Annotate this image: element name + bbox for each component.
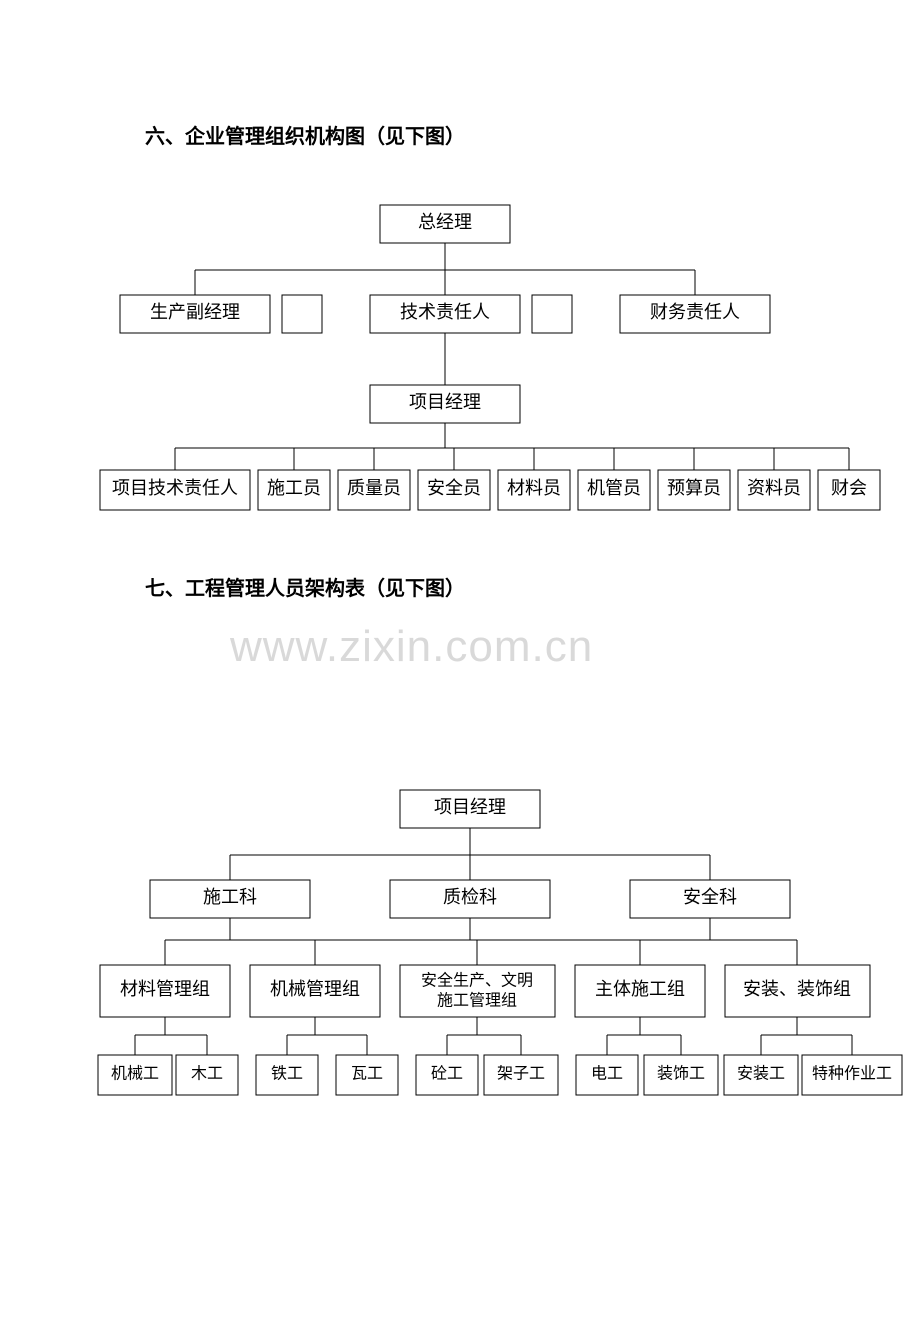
node2-w4-label: 瓦工	[351, 1066, 383, 1083]
node-b5-label: 材料员	[507, 478, 561, 498]
node2-g3-label1: 安全生产、文明	[421, 972, 533, 990]
node2-g3-label2: 施工管理组	[437, 992, 517, 1010]
node-b8-label: 资料员	[747, 478, 801, 498]
org-chart-2: 项目经理 施工科 质检科 安全科 材料管理组 机械管理组 安全生产、文明 施工管…	[0, 700, 920, 1320]
node2-d1-label: 施工科	[203, 887, 257, 907]
node-l2b-stub	[532, 295, 572, 333]
page: 六、企业管理组织机构图（见下图） 总经理 生产副经理 技术责任人 财务责任人 项…	[0, 0, 920, 1302]
node-l2c-label: 财务责任人	[650, 302, 740, 322]
node2-root-label: 项目经理	[434, 797, 506, 817]
node2-g1-label: 材料管理组	[120, 979, 210, 999]
node2-g2-label: 机械管理组	[270, 979, 360, 999]
node2-w9-label: 安装工	[737, 1065, 785, 1083]
node-b3-label: 质量员	[347, 478, 401, 498]
node2-w5-label: 砼工	[431, 1065, 463, 1083]
node-l2a-stub	[282, 295, 322, 333]
node2-w3-label: 铁工	[271, 1065, 303, 1083]
node-l2a-label: 生产副经理	[150, 302, 240, 322]
node-root-label: 总经理	[418, 212, 472, 232]
node-b9-label: 财会	[831, 478, 867, 498]
node2-w1-label: 机械工	[111, 1065, 159, 1083]
node2-g4-label: 主体施工组	[595, 979, 685, 999]
node2-w8-label: 装饰工	[657, 1065, 705, 1083]
org-chart-1: 总经理 生产副经理 技术责任人 财务责任人 项目经理	[0, 0, 920, 540]
node-l2b-label: 技术责任人	[400, 302, 490, 322]
node-l3-label: 项目经理	[409, 392, 481, 412]
node2-d2-label: 质检科	[443, 887, 497, 907]
node2-w10-label: 特种作业工	[812, 1065, 892, 1083]
node2-w6-label: 架子工	[497, 1065, 545, 1083]
node2-d3-label: 安全科	[683, 887, 737, 907]
watermark-text: www.zixin.com.cn	[230, 622, 593, 672]
node2-w2-label: 木工	[191, 1065, 223, 1083]
node-b1-label: 项目技术责任人	[112, 478, 238, 498]
node2-w7-label: 电工	[591, 1065, 623, 1083]
node-b4-label: 安全员	[427, 478, 481, 498]
node-b6-label: 机管员	[587, 478, 641, 498]
node2-g5-label: 安装、装饰组	[743, 979, 851, 999]
heading-2: 七、工程管理人员架构表（见下图）	[145, 572, 465, 601]
node-b2-label: 施工员	[267, 478, 321, 498]
node-b7-label: 预算员	[667, 478, 721, 498]
